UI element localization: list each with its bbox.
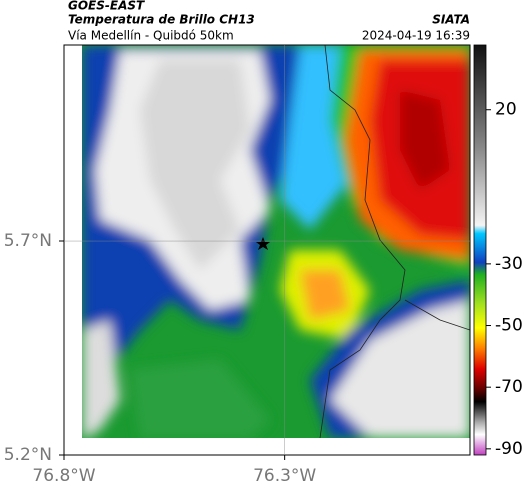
station-marker (256, 237, 270, 250)
colorbar-tick-label: 20 (495, 100, 517, 120)
colorbar-tick-label: -90 (495, 439, 523, 459)
x-tick-label: 76.3°W (253, 466, 316, 486)
source: SIATA (432, 13, 470, 27)
datetime: 2024-04-19 16:39 (362, 29, 470, 43)
region: Vía Medellín - Quibdó 50km (68, 29, 234, 43)
brightness-field (82, 45, 470, 438)
y-tick-label: 5.7°N (4, 231, 52, 251)
y-tick-label: 5.2°N (4, 445, 52, 465)
colorbar (473, 44, 487, 456)
title: GOES-EAST (68, 0, 145, 13)
map-frame (63, 44, 471, 456)
subtitle: Temperatura de Brillo CH13 (68, 13, 255, 27)
x-tick-label: 76.8°W (32, 466, 95, 486)
colorbar-tick-label: -30 (495, 254, 523, 274)
colorbar-tick-label: -50 (495, 316, 523, 336)
colorbar-tick-label: -70 (495, 377, 523, 397)
